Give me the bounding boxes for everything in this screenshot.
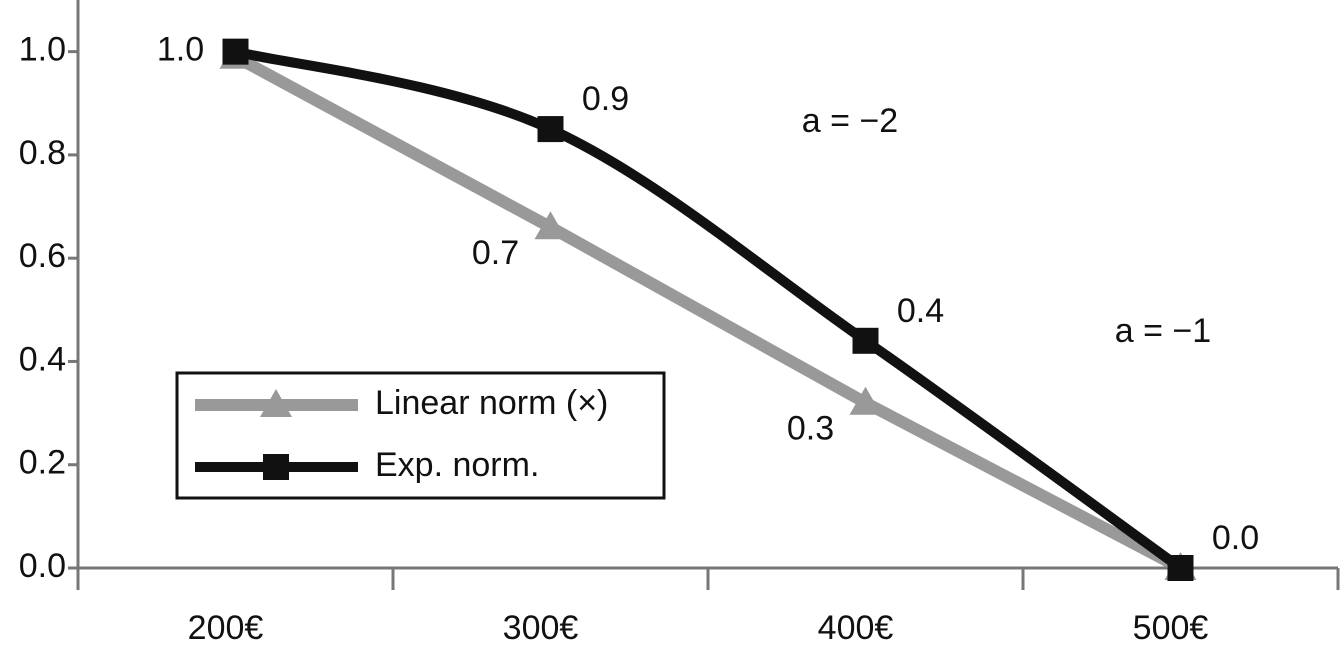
y-tick-label: 0.0 [19, 547, 66, 585]
legend-label: Linear norm (×) [375, 384, 608, 422]
data-label: 0.3 [787, 410, 834, 448]
y-tick-label: 0.8 [19, 134, 66, 172]
series-line [234, 46, 1184, 573]
annotation: a = −1 [1115, 312, 1211, 350]
legend-box [175, 371, 666, 500]
legend-label: Exp. norm. [375, 446, 539, 484]
x-tick-label: 300€ [503, 609, 579, 647]
y-tick-label: 0.2 [19, 444, 66, 482]
marker [222, 38, 249, 65]
x-tick-label: 500€ [1133, 609, 1209, 647]
x-tick-label: 400€ [818, 609, 894, 647]
marker [1167, 555, 1194, 581]
marker [534, 211, 567, 240]
y-tick-label: 0.4 [19, 340, 66, 378]
data-label: 1.0 [157, 31, 204, 69]
annotation: a = −2 [802, 102, 898, 140]
marker [537, 116, 564, 143]
data-label: 0.0 [1212, 519, 1259, 557]
data-label: 0.4 [897, 292, 944, 330]
y-tick-label: 0.6 [19, 237, 66, 275]
data-label: 0.9 [582, 80, 629, 118]
marker [260, 389, 292, 417]
x-tick-label: 200€ [188, 609, 264, 647]
data-label: 0.7 [472, 234, 519, 272]
y-tick-label: 1.0 [19, 31, 66, 69]
marker [263, 454, 289, 480]
series-line [232, 51, 1184, 574]
marker [849, 386, 882, 415]
marker [852, 327, 879, 354]
